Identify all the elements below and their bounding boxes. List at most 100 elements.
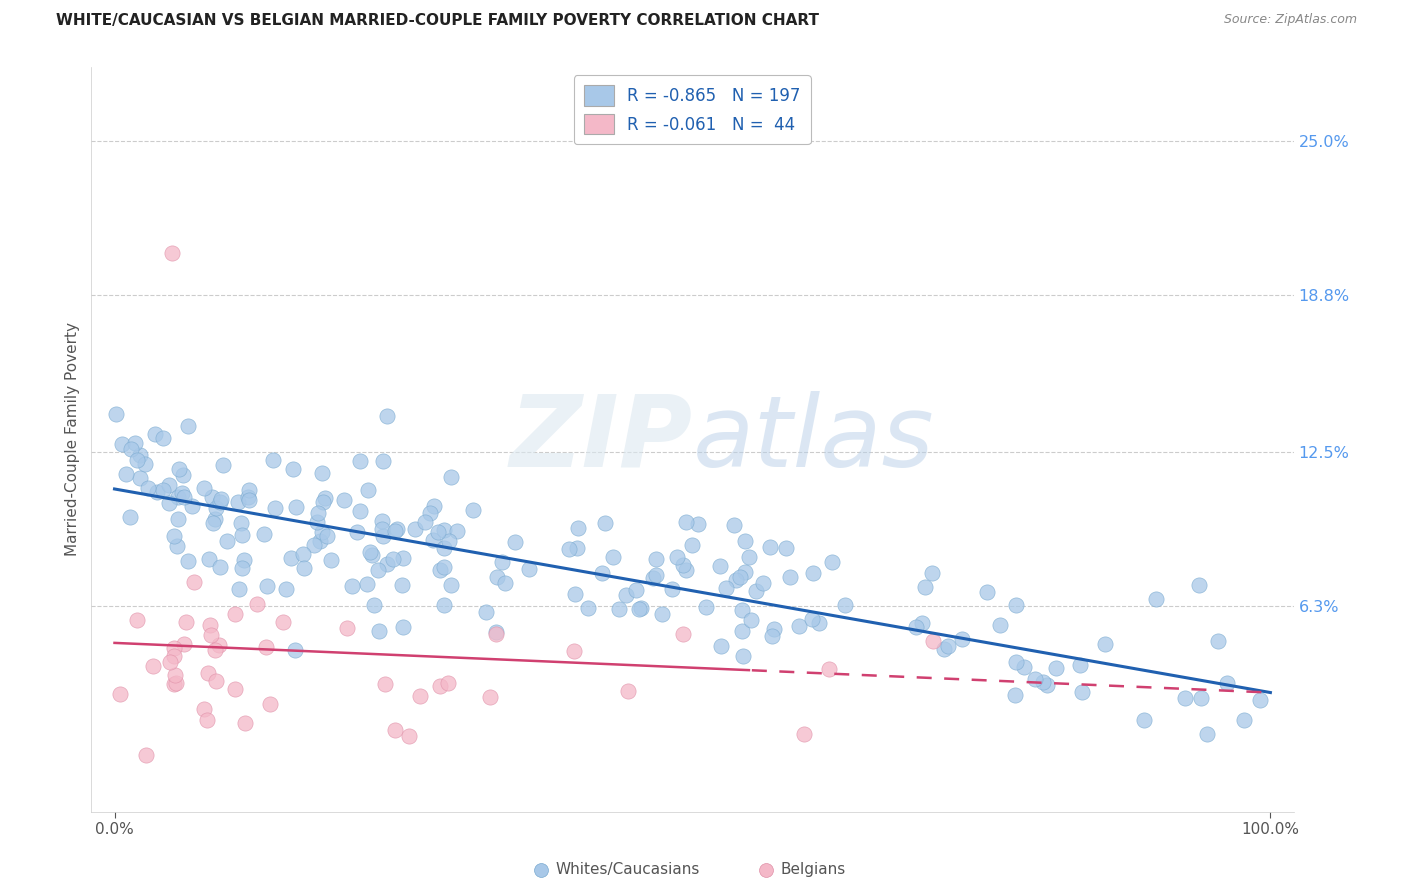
Point xyxy=(357,483,380,497)
Point xyxy=(803,566,825,580)
Point xyxy=(419,506,441,520)
Point xyxy=(193,702,215,716)
Point xyxy=(740,614,762,628)
Point xyxy=(198,617,221,632)
Point xyxy=(315,529,337,543)
Point xyxy=(228,582,250,596)
Point xyxy=(557,542,579,557)
Point xyxy=(204,511,226,525)
Point xyxy=(120,442,142,456)
Point xyxy=(166,539,188,553)
Legend: R = -0.865   N = 197, R = -0.061   N =  44: R = -0.865 N = 197, R = -0.061 N = 44 xyxy=(574,75,811,145)
Point xyxy=(371,522,394,536)
Point xyxy=(381,552,404,566)
Point xyxy=(371,515,394,529)
Point xyxy=(759,540,782,554)
Point xyxy=(163,677,186,691)
Point xyxy=(630,600,652,615)
Point xyxy=(761,629,783,643)
Point xyxy=(675,563,697,577)
Point xyxy=(491,555,513,569)
Point xyxy=(1188,578,1211,592)
Point xyxy=(564,587,586,601)
Point xyxy=(921,566,943,580)
Point xyxy=(423,499,446,513)
Point xyxy=(821,556,844,570)
Point xyxy=(367,563,389,577)
Point xyxy=(204,501,226,516)
Point xyxy=(789,619,811,633)
Point xyxy=(745,584,768,599)
Point xyxy=(292,561,315,575)
Point xyxy=(152,483,174,497)
Point xyxy=(437,676,460,690)
Point xyxy=(485,570,508,584)
Point xyxy=(938,639,960,653)
Point xyxy=(1233,713,1256,727)
Point xyxy=(373,454,395,468)
Point xyxy=(173,637,195,651)
Point xyxy=(475,605,498,619)
Point xyxy=(226,495,249,509)
Point xyxy=(503,535,526,549)
Point xyxy=(111,437,134,451)
Point xyxy=(253,527,276,541)
Point xyxy=(159,656,181,670)
Point xyxy=(628,602,651,616)
Point xyxy=(157,496,180,510)
Point xyxy=(231,528,253,542)
Point xyxy=(439,533,461,548)
Point xyxy=(129,448,152,462)
Point xyxy=(143,426,166,441)
Point xyxy=(391,577,413,591)
Point xyxy=(200,628,222,642)
Point xyxy=(263,500,285,515)
Point xyxy=(197,665,219,680)
Point xyxy=(731,602,754,616)
Point xyxy=(817,662,839,676)
Point xyxy=(413,515,436,529)
Point xyxy=(211,458,233,473)
Point xyxy=(108,755,131,769)
Point xyxy=(641,571,664,585)
Text: Whites/Caucasians: Whites/Caucasians xyxy=(555,863,700,877)
Point xyxy=(172,486,194,500)
Point xyxy=(644,552,666,566)
Point xyxy=(567,521,589,535)
Point xyxy=(167,490,190,504)
Point xyxy=(346,525,368,540)
Point xyxy=(709,558,731,573)
Point xyxy=(725,573,748,587)
Point xyxy=(1036,678,1059,692)
Point xyxy=(314,491,336,505)
Point xyxy=(409,690,432,704)
Point xyxy=(752,576,775,591)
Point xyxy=(146,485,169,500)
Point xyxy=(209,560,232,574)
Point xyxy=(167,462,190,476)
Point xyxy=(1069,658,1091,673)
Point xyxy=(115,467,138,481)
Point xyxy=(950,632,973,646)
Point xyxy=(1070,685,1092,699)
Point xyxy=(233,553,256,567)
Point xyxy=(808,615,831,630)
Point xyxy=(163,640,186,655)
Point xyxy=(1024,672,1046,686)
Point xyxy=(384,723,406,737)
Point xyxy=(562,643,585,657)
Point xyxy=(162,649,184,664)
Point xyxy=(181,499,204,513)
Point xyxy=(125,613,148,627)
Point xyxy=(494,575,516,590)
Point xyxy=(1045,661,1067,675)
Point xyxy=(1174,690,1197,705)
Point xyxy=(201,516,224,531)
Point xyxy=(1004,688,1026,702)
Point xyxy=(461,503,484,517)
Point xyxy=(311,525,333,540)
Point xyxy=(105,408,128,422)
Text: Belgians: Belgians xyxy=(780,863,845,877)
Point xyxy=(340,579,363,593)
Text: atlas: atlas xyxy=(692,391,934,488)
